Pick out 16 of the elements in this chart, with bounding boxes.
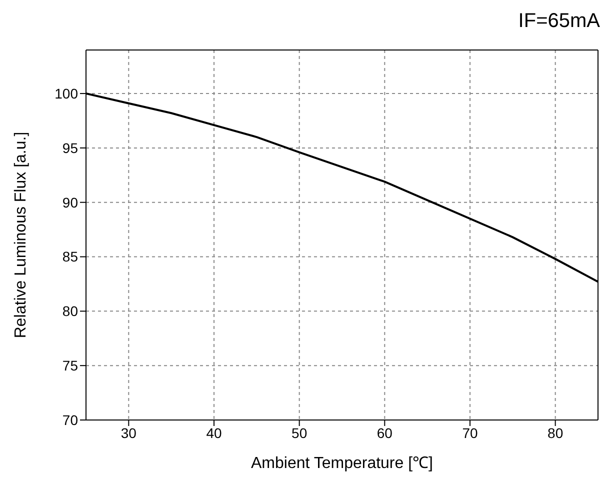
- y-tick-label: 70: [62, 412, 78, 428]
- y-tick-label: 85: [62, 248, 78, 265]
- y-axis-title: Relative Luminous Flux [a.u.]: [12, 132, 30, 338]
- y-tick-label: 90: [62, 194, 78, 210]
- y-tick-label: 95: [62, 140, 78, 156]
- x-tick-label: 80: [548, 424, 564, 441]
- x-axis-title: Ambient Temperature [℃]: [250, 455, 434, 472]
- x-tick-label: 30: [120, 424, 137, 441]
- y-tick-label: 75: [62, 358, 78, 374]
- y-tick-label: 80: [62, 303, 78, 320]
- x-tick-label: 60: [376, 424, 393, 441]
- x-tick-label: 40: [206, 424, 222, 441]
- x-tick-label: 50: [292, 424, 308, 441]
- y-tick-label: 100: [54, 86, 78, 102]
- text: IF=65mA: [518, 10, 600, 33]
- x-tick-label: 70: [462, 424, 478, 441]
